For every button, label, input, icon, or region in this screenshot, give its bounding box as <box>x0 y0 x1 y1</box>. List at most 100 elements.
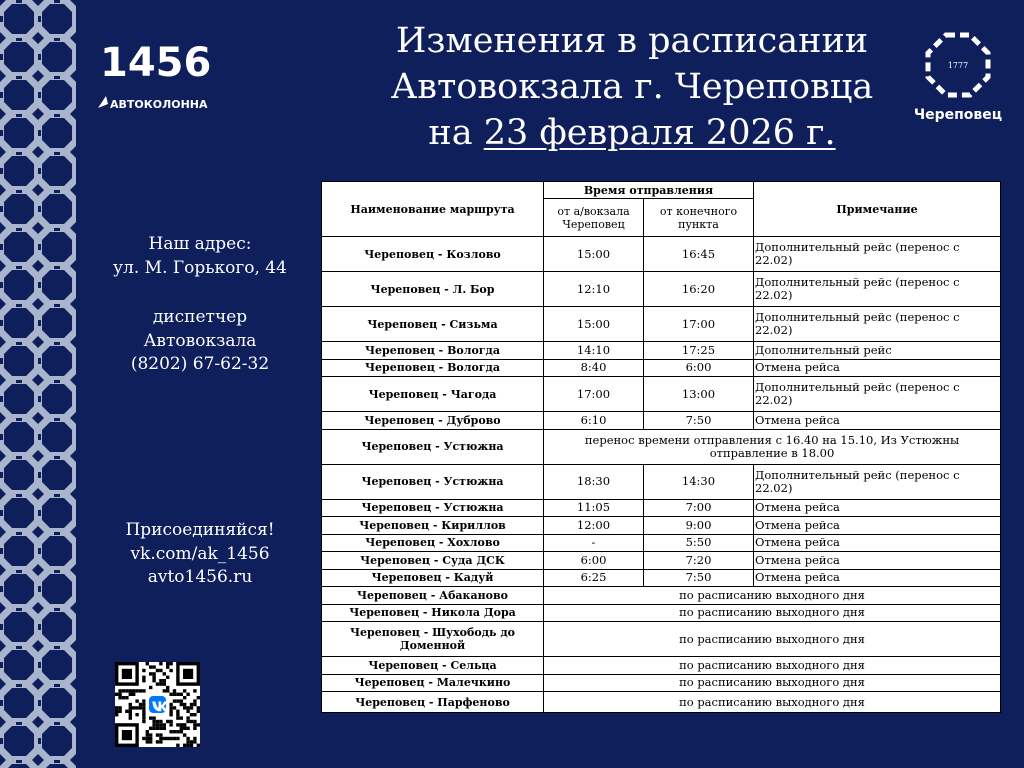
table-row: Череповец - Сизьма 15:00 17:00 Дополнительн… <box>321 306 1002 342</box>
route-cell: Череповец - Парфеново <box>321 691 544 713</box>
header-departure: Время отправления <box>542 181 755 199</box>
header-note: Примечание <box>753 181 1002 237</box>
return-time-cell: 14:30 <box>642 463 755 500</box>
departure-time-cell: 14:10 <box>543 341 644 360</box>
vk-link[interactable]: vk.com/ak_1456 <box>130 543 270 564</box>
header-from-terminal: от конечного пункта <box>642 198 755 237</box>
decorative-pattern <box>0 0 76 768</box>
table-row: Череповец - Шухободь до Доменной по распи… <box>321 621 1002 657</box>
route-cell: Череповец - Сизьма <box>321 306 544 342</box>
note-cell: Дополнительный рейс (перенос с 22.02) <box>753 306 1002 342</box>
departure-time-cell: 12:10 <box>543 271 644 307</box>
route-cell: Череповец - Дуброво <box>321 411 544 430</box>
header-from-station: от а/вокзала Череповец <box>543 198 644 237</box>
table-row: Череповец - Л. Бор 12:10 16:20 Дополнительн… <box>321 271 1002 307</box>
route-cell: Череповец - Козлово <box>321 236 544 272</box>
note-cell: Дополнительный рейс (перенос с 22.02) <box>753 236 1002 272</box>
table-row: Череповец - Кириллов 12:00 9:00 Отмена рейс… <box>321 516 1002 535</box>
route-cell: Череповец - Кириллов <box>321 516 544 535</box>
route-cell: Череповец - Устюжна <box>321 498 544 517</box>
route-cell: Череповец - Малечкино <box>321 673 544 692</box>
dispatcher-label-2: Автовокзала <box>143 330 257 351</box>
table-row: Череповец - Парфеново по расписанию выход… <box>321 691 1002 713</box>
route-cell: Череповец - Кадуй <box>321 568 544 587</box>
note-cell: Отмена рейса <box>753 551 1002 570</box>
phone: (8202) 67-62-32 <box>130 354 270 374</box>
cherepovets-city-logo: 1777 Череповец <box>908 25 1008 125</box>
return-time-cell: 7:20 <box>642 551 755 570</box>
qr-code[interactable] <box>115 662 200 747</box>
return-time-cell: 6:00 <box>642 358 755 377</box>
logo-subtitle: АВТОКОЛОННА <box>110 98 208 111</box>
logo-number: 1456 <box>100 40 211 86</box>
header-route: Наименование маршрута <box>321 181 544 237</box>
departure-time-cell: 11:05 <box>543 498 644 517</box>
table-row: Череповец - Абаканово по расписанию выход… <box>321 586 1002 605</box>
dispatcher-label: диспетчер <box>152 307 248 327</box>
vk-icon <box>149 696 166 713</box>
route-cell: Череповец - Чагода <box>321 376 544 412</box>
merged-note-cell: по расписанию выходного дня <box>542 586 1002 605</box>
route-cell: Череповец - Суда ДСК <box>321 551 544 570</box>
city-logo-name: Череповец <box>914 107 1002 123</box>
route-cell: Череповец - Шухободь до Доменной <box>321 621 544 657</box>
merged-note-cell: по расписанию выходного дня <box>542 621 1002 657</box>
note-cell: Отмена рейса <box>753 411 1002 430</box>
site-link[interactable]: avto1456.ru <box>147 567 253 587</box>
return-time-cell: 17:25 <box>642 341 755 360</box>
note-cell: Дополнительный рейс (перенос с 22.02) <box>753 376 1002 412</box>
title-date: 23 февраля 2026 г. <box>483 113 836 153</box>
route-cell: Череповец - Устюжна <box>321 463 544 500</box>
schedule-table: Наименование маршрута Время отправления … <box>321 181 1002 713</box>
route-cell: Череповец - Хохлово <box>321 533 544 552</box>
table-row: Череповец - Суда ДСК 6:00 7:20 Отмена рейса <box>321 551 1002 570</box>
return-time-cell: 7:50 <box>642 411 755 430</box>
note-cell: Дополнительный рейс <box>753 341 1002 360</box>
return-time-cell: 5:50 <box>642 533 755 552</box>
merged-note-cell: по расписанию выходного дня <box>542 656 1002 675</box>
note-cell: Отмена рейса <box>753 516 1002 535</box>
note-cell: Отмена рейса <box>753 568 1002 587</box>
return-time-cell: 9:00 <box>642 516 755 535</box>
route-cell: Череповец - Никола Дора <box>321 603 544 622</box>
departure-time-cell: 17:00 <box>543 376 644 412</box>
table-row: Череповец - Дуброво 6:10 7:50 Отмена рейса <box>321 411 1002 430</box>
note-cell: Дополнительный рейс (перенос с 22.02) <box>753 271 1002 307</box>
departure-time-cell: - <box>543 533 644 552</box>
return-time-cell: 7:50 <box>642 568 755 587</box>
note-cell: Отмена рейса <box>753 358 1002 377</box>
route-cell: Череповец - Устюжна <box>321 428 544 465</box>
join-label: Присоединяйся! <box>125 520 275 540</box>
page-title: Изменения в расписании Автовокзала г. Че… <box>330 18 934 156</box>
merged-note-cell: по расписанию выходного дня <box>542 673 1002 692</box>
departure-time-cell: 18:30 <box>543 463 644 500</box>
return-time-cell: 13:00 <box>642 376 755 412</box>
table-row: Череповец - Козлово 15:00 16:45 Дополнитель… <box>321 236 1002 272</box>
route-cell: Череповец - Вологда <box>321 358 544 377</box>
address-label: Наш адрес: <box>148 234 252 254</box>
return-time-cell: 16:20 <box>642 271 755 307</box>
table-row: Череповец - Устюжна 11:05 7:00 Отмена рейса <box>321 498 1002 517</box>
autokolonna-logo: 1456 АВТОКОЛОННА <box>96 28 236 114</box>
return-time-cell: 17:00 <box>642 306 755 342</box>
return-time-cell: 16:45 <box>642 236 755 272</box>
social-block: Присоединяйся! vk.com/ak_1456 avto1456.r… <box>95 519 305 590</box>
route-cell: Череповец - Абаканово <box>321 586 544 605</box>
table-row: Череповец - Кадуй 6:25 7:50 Отмена рейса <box>321 568 1002 587</box>
departure-time-cell: 8:40 <box>543 358 644 377</box>
title-line-2: Автовокзала г. Череповца <box>390 67 874 107</box>
table-row: Череповец - Устюжна 18:30 14:30 Дополнитель… <box>321 463 1002 500</box>
route-cell: Череповец - Сельца <box>321 656 544 675</box>
note-cell: Отмена рейса <box>753 498 1002 517</box>
table-row: Череповец - Вологда 14:10 17:25 Дополнитель… <box>321 341 1002 360</box>
table-row: Череповец - Устюжна перенос времени отпра… <box>321 428 1002 465</box>
table-row: Череповец - Чагода 17:00 13:00 Дополнительн… <box>321 376 1002 412</box>
title-line-3: на 23 февраля 2026 г. <box>428 113 836 153</box>
table-row: Череповец - Вологда 8:40 6:00 Отмена рейса <box>321 358 1002 377</box>
merged-note-cell: по расписанию выходного дня <box>542 603 1002 622</box>
merged-note-cell: перенос времени отправления с 16.40 на 1… <box>542 428 1002 465</box>
merged-note-cell: по расписанию выходного дня <box>542 691 1002 713</box>
table-row: Череповец - Малечкино по расписанию выход… <box>321 673 1002 692</box>
route-cell: Череповец - Л. Бор <box>321 271 544 307</box>
departure-time-cell: 6:00 <box>543 551 644 570</box>
